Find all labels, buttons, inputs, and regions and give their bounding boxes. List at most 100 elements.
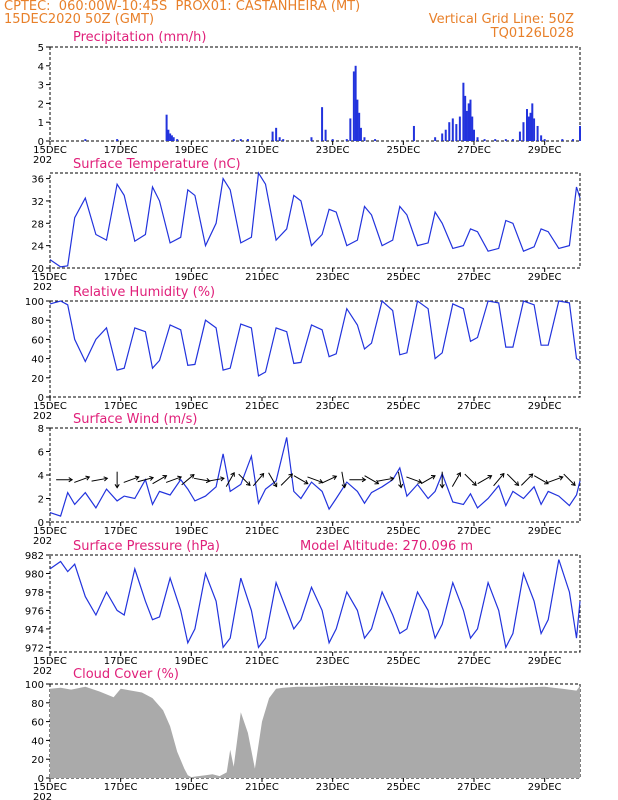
cloud-xtick-label: 17DEC <box>104 782 138 793</box>
wind-xtick-label: 25DEC <box>386 526 420 537</box>
precip-title: Precipitation (mm/h) <box>73 30 206 45</box>
precip-bar <box>434 137 437 141</box>
pressure-frame <box>49 554 581 653</box>
wind-xtick-label: 29DEC <box>528 526 562 537</box>
precip-xtick-label: 29DEC <box>528 145 562 156</box>
rh-xtick-label: 27DEC <box>457 401 491 412</box>
precip-bar <box>359 127 362 141</box>
header-date: 15DEC2020 50Z (GMT) <box>4 12 155 27</box>
wind-ytick-label: 2 <box>38 495 44 506</box>
wind-arrow-head <box>499 472 505 478</box>
wind-arrow-shaft <box>377 477 394 482</box>
precip-xtick-label: 21DEC <box>245 145 279 156</box>
pressure-xtick-label: 27DEC <box>457 656 491 667</box>
precip-bar <box>441 133 444 141</box>
precip-bar <box>465 110 468 141</box>
precip-bar <box>444 129 447 141</box>
wind-vector-arrow <box>464 473 477 487</box>
header-grid-note: Vertical Grid Line: 50Z <box>428 12 574 27</box>
precip-ytick-label: 1 <box>38 118 44 129</box>
precip-bar <box>374 139 377 141</box>
pressure-xtick-label: 21DEC <box>245 656 279 667</box>
wind-arrow-shaft <box>238 473 251 486</box>
precip-bar <box>331 139 334 141</box>
header-line-1: CPTEC: 060:00W-10:45S PROX01: CASTANHEIR… <box>4 0 361 14</box>
precip-bar <box>324 129 327 141</box>
precip-bar <box>543 139 546 141</box>
wind-arrow-shaft <box>268 472 278 487</box>
wind-arrow-shaft <box>280 473 293 486</box>
wind-arrow-shaft <box>506 473 519 486</box>
precip-bar <box>271 131 274 141</box>
cloud-xtick-label: 25DEC <box>386 782 420 793</box>
precip-ytick-label: 3 <box>38 81 44 92</box>
precip-bar <box>239 139 242 141</box>
precip-bar <box>412 125 415 141</box>
wind-vector-arrow <box>406 476 423 484</box>
rh-ytick-label: 40 <box>31 355 44 366</box>
cloud-year-fragment: 202 <box>33 792 52 800</box>
temp-xtick-label: 17DEC <box>104 272 138 283</box>
wind-vector-arrow <box>238 473 251 487</box>
precip-bar <box>504 139 507 141</box>
wind-arrow-shaft <box>321 475 337 484</box>
rh-frame <box>49 300 581 398</box>
pressure-annotation: Model Altitude: 270.096 m <box>300 539 473 554</box>
wind-xtick-label: 21DEC <box>245 526 279 537</box>
precip-bar <box>540 135 543 141</box>
wind-vector-arrow <box>439 471 445 489</box>
cloud-ytick-label: 100 <box>25 680 44 691</box>
wind-arrow-head <box>114 484 120 489</box>
wind-vector-arrow <box>137 475 155 483</box>
precip-xtick-label: 15DEC <box>33 145 67 156</box>
rh-ytick-label: 20 <box>31 374 44 385</box>
cloud-xtick-label: 27DEC <box>457 782 491 793</box>
wind-arrow-head <box>85 475 91 481</box>
cloud-xtick-label: 19DEC <box>174 782 208 793</box>
precip-bar <box>531 103 534 141</box>
wind-arrow-head <box>456 471 462 477</box>
precip-bar <box>561 139 564 141</box>
wind-arrow-shaft <box>193 477 210 482</box>
rh-ytick-label: 100 <box>25 297 44 308</box>
wind-arrow-shaft <box>406 476 422 483</box>
wind-arrow-shaft <box>477 475 492 485</box>
wind-vector-arrow <box>74 475 91 483</box>
pressure-ytick-label: 976 <box>25 606 44 617</box>
precip-ytick-label: 5 <box>38 43 44 54</box>
pressure-xtick-label: 15DEC <box>33 656 67 667</box>
wind-title: Surface Wind (m/s) <box>73 412 197 427</box>
wind-vector-arrow <box>91 476 109 482</box>
precip-year-fragment: 202 <box>33 155 52 166</box>
wind-arrow-shaft <box>293 475 309 485</box>
temp-xtick-label: 23DEC <box>316 272 350 283</box>
precip-bar <box>526 109 528 141</box>
precip-bar <box>349 118 352 141</box>
wind-vector-arrow <box>506 473 520 487</box>
cloud-xtick-label: 29DEC <box>528 782 562 793</box>
cloud-xtick-label: 23DEC <box>316 782 350 793</box>
precip-bar <box>511 139 514 141</box>
wind-year-fragment: 202 <box>33 536 52 547</box>
temp-xtick-label: 15DEC <box>33 272 67 283</box>
precip-bar <box>278 137 281 141</box>
precip-xtick-label: 23DEC <box>316 145 350 156</box>
wind-arrow-head <box>341 483 347 489</box>
precip-ytick-label: 0 <box>38 137 44 148</box>
precip-bar <box>476 137 479 141</box>
wind-series-line <box>49 437 581 517</box>
wind-vector-arrow <box>56 477 74 483</box>
wind-arrow-head <box>332 475 338 480</box>
wind-arrow-head <box>68 477 74 483</box>
wind-arrow-head <box>389 476 395 482</box>
wind-arrow-head <box>439 484 445 489</box>
temp-year-fragment: 202 <box>33 282 52 293</box>
wind-vector-arrow <box>397 471 404 489</box>
precip-bar <box>167 129 170 141</box>
pressure-ytick-label: 972 <box>25 643 44 654</box>
wind-arrow-head <box>487 475 493 480</box>
rh-title: Relative Humidity (%) <box>73 285 215 300</box>
precip-bar <box>356 99 359 141</box>
wind-arrow-shaft <box>451 472 461 487</box>
